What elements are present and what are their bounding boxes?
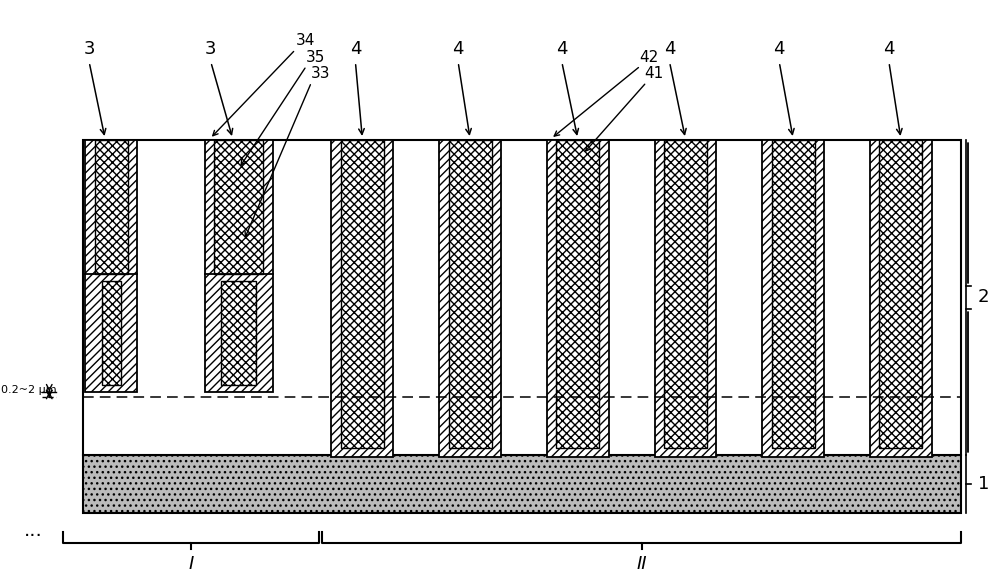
Bar: [664, 140, 707, 448]
Bar: [449, 140, 492, 448]
Bar: [331, 140, 393, 457]
Text: 4: 4: [350, 40, 361, 58]
Text: 2: 2: [978, 288, 989, 307]
Text: ...: ...: [24, 521, 43, 541]
Bar: [214, 140, 263, 274]
Text: 33: 33: [311, 66, 330, 81]
Text: I: I: [188, 555, 193, 573]
Bar: [556, 140, 599, 448]
Text: 1: 1: [978, 475, 989, 493]
Bar: [879, 140, 922, 448]
Bar: [762, 140, 824, 457]
Bar: [772, 140, 815, 448]
Text: 35: 35: [306, 50, 325, 65]
Bar: [102, 281, 121, 385]
Text: 3: 3: [83, 40, 95, 58]
Bar: [83, 455, 961, 513]
Text: 4: 4: [556, 40, 568, 58]
Bar: [655, 140, 716, 457]
Bar: [341, 140, 384, 448]
Bar: [439, 140, 501, 457]
Text: 4: 4: [883, 40, 895, 58]
Text: 4: 4: [773, 40, 785, 58]
Text: 4: 4: [452, 40, 464, 58]
Text: 41: 41: [645, 66, 664, 81]
Bar: [547, 140, 609, 457]
Bar: [870, 140, 932, 457]
Text: 0.2~2 μm: 0.2~2 μm: [1, 385, 57, 395]
Bar: [95, 140, 128, 274]
Bar: [221, 281, 256, 385]
Text: II: II: [636, 555, 647, 573]
Bar: [205, 140, 273, 391]
Bar: [83, 140, 961, 455]
Text: 34: 34: [296, 33, 315, 48]
Text: 3: 3: [205, 40, 217, 58]
Text: 4: 4: [664, 40, 675, 58]
Text: 42: 42: [640, 50, 659, 65]
Bar: [85, 140, 137, 391]
